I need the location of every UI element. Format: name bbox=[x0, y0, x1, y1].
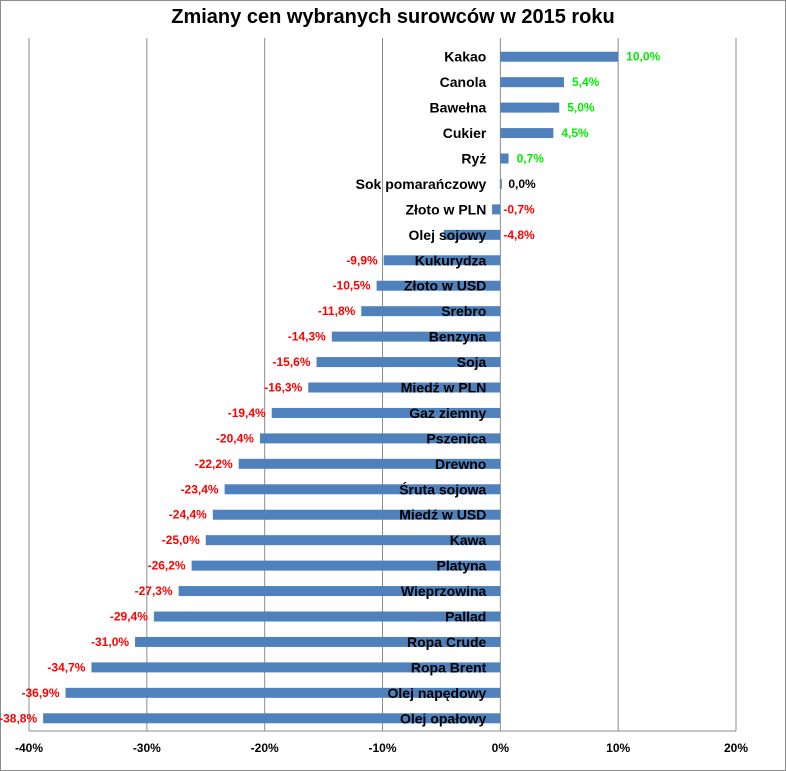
category-label: Benzyna bbox=[429, 329, 487, 345]
category-label: Ropa Brent bbox=[411, 659, 487, 675]
data-label: -29,4% bbox=[110, 610, 148, 624]
bar bbox=[238, 458, 501, 469]
x-tick-label: -10% bbox=[368, 741, 396, 755]
category-label: Pallad bbox=[445, 609, 486, 625]
data-label: -10,5% bbox=[333, 279, 371, 293]
bar bbox=[500, 178, 502, 189]
bar bbox=[500, 77, 564, 88]
data-label: -38,8% bbox=[0, 711, 37, 725]
data-label: -20,4% bbox=[216, 431, 254, 445]
bar bbox=[308, 382, 501, 393]
bar bbox=[224, 484, 501, 495]
data-label: -22,2% bbox=[195, 457, 233, 471]
bar bbox=[178, 586, 501, 597]
data-label: -26,2% bbox=[148, 559, 186, 573]
data-label: -23,4% bbox=[181, 482, 219, 496]
x-tick-label: 20% bbox=[724, 741, 748, 755]
bar bbox=[500, 153, 509, 164]
category-label: Wieprzowina bbox=[401, 583, 487, 599]
data-label: -36,9% bbox=[21, 686, 59, 700]
bar bbox=[316, 357, 501, 368]
bar bbox=[271, 407, 501, 418]
category-label: Złoto w PLN bbox=[405, 201, 486, 217]
data-label: -16,3% bbox=[264, 381, 302, 395]
bar bbox=[376, 280, 501, 291]
x-tick-label: -30% bbox=[133, 741, 161, 755]
data-label: -31,0% bbox=[91, 635, 129, 649]
data-label: -15,6% bbox=[272, 355, 310, 369]
data-label: 10,0% bbox=[626, 50, 660, 64]
category-label: Kukurydza bbox=[415, 252, 487, 268]
category-label: Gaz ziemny bbox=[409, 405, 486, 421]
category-label: Ryż bbox=[461, 151, 486, 167]
bar bbox=[43, 713, 501, 724]
category-label: Pszenica bbox=[426, 430, 486, 446]
x-tick-label: 10% bbox=[606, 741, 630, 755]
data-label: 0,0% bbox=[508, 177, 536, 191]
data-label: 5,4% bbox=[572, 75, 600, 89]
category-label: Śruta sojowa bbox=[399, 480, 486, 497]
bar bbox=[492, 204, 501, 215]
category-label: Olej napędowy bbox=[388, 685, 487, 701]
data-label: -11,8% bbox=[318, 304, 356, 318]
data-label: -4,8% bbox=[503, 228, 535, 242]
bar bbox=[135, 636, 501, 647]
bar bbox=[65, 687, 501, 698]
category-label: Miedź w PLN bbox=[401, 380, 487, 396]
category-label: Srebro bbox=[441, 303, 486, 319]
x-tick-label: -20% bbox=[251, 741, 279, 755]
data-label: -19,4% bbox=[228, 406, 266, 420]
category-label: Kawa bbox=[450, 532, 487, 548]
category-label: Drewno bbox=[435, 456, 486, 472]
data-label: 0,7% bbox=[517, 152, 545, 166]
category-label: Złoto w USD bbox=[404, 278, 486, 294]
bar bbox=[212, 509, 501, 520]
bar bbox=[500, 51, 619, 62]
category-label: Cukier bbox=[443, 125, 487, 141]
category-label: Canola bbox=[440, 74, 487, 90]
chart-title: Zmiany cen wybranych surowców w 2015 rok… bbox=[171, 6, 615, 28]
data-label: -0,7% bbox=[503, 202, 535, 216]
category-label: Soja bbox=[457, 354, 487, 370]
bar bbox=[383, 255, 501, 266]
category-label: Olej sojowy bbox=[409, 227, 487, 243]
category-label: Olej opałowy bbox=[400, 710, 487, 726]
category-label: Bawełna bbox=[430, 100, 487, 116]
data-label: -14,3% bbox=[288, 330, 326, 344]
bar bbox=[191, 560, 501, 571]
bar bbox=[361, 306, 501, 317]
data-label: -27,3% bbox=[135, 584, 173, 598]
bar bbox=[500, 128, 554, 139]
bar bbox=[500, 102, 560, 113]
category-label: Ropa Crude bbox=[407, 634, 487, 650]
bar bbox=[153, 611, 501, 622]
data-label: -24,4% bbox=[169, 508, 207, 522]
bar bbox=[205, 535, 501, 546]
bar bbox=[331, 331, 501, 342]
category-label: Kakao bbox=[444, 49, 486, 65]
bar bbox=[259, 433, 501, 444]
data-label: -9,9% bbox=[346, 253, 378, 267]
category-label: Miedź w USD bbox=[399, 507, 486, 523]
category-label: Platyna bbox=[437, 558, 487, 574]
category-label: Sok pomarańczowy bbox=[356, 176, 487, 192]
bar bbox=[91, 662, 501, 673]
x-tick-label: 0% bbox=[492, 741, 510, 755]
data-label: -34,7% bbox=[47, 660, 85, 674]
data-label: -25,0% bbox=[162, 533, 200, 547]
data-label: 4,5% bbox=[561, 126, 589, 140]
bar bbox=[443, 229, 501, 240]
x-tick-label: -40% bbox=[15, 741, 43, 755]
data-label: 5,0% bbox=[567, 101, 595, 115]
